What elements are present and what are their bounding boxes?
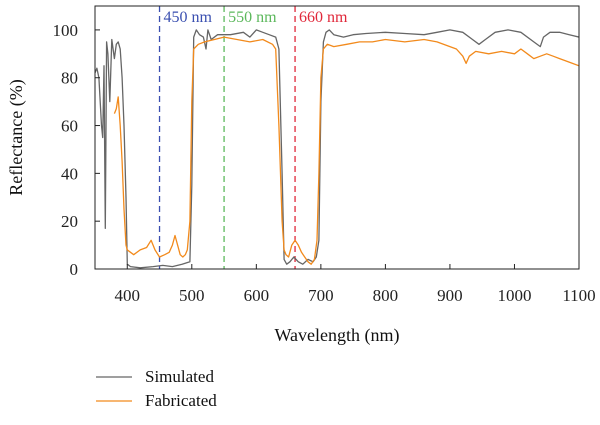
series-line-fabricated [113, 36, 579, 265]
marker-label: 450 nm [164, 9, 213, 26]
x-tick-label: 700 [308, 286, 334, 305]
y-tick-label: 20 [61, 212, 78, 231]
marker-label: 660 nm [299, 9, 348, 26]
wavelength-markers: 450 nm 550 nm 660 nm [158, 6, 348, 269]
y-tick-label: 60 [61, 117, 78, 136]
plot-frame [94, 5, 580, 270]
y-tick-label: 40 [61, 164, 78, 183]
x-tick-label: 800 [373, 286, 399, 305]
x-tick-label: 1100 [562, 286, 595, 305]
legend-label-simulated: Simulated [145, 367, 214, 386]
marker-label: 550 nm [228, 9, 277, 26]
y-axis-label: Reflectance (%) [6, 79, 27, 195]
legend: Simulated Fabricated [96, 367, 217, 410]
x-tick-label: 1000 [497, 286, 531, 305]
series-lines [95, 29, 579, 269]
x-tick-label: 400 [115, 286, 141, 305]
x-axis-label: Wavelength (nm) [274, 325, 399, 346]
y-tick-label: 100 [53, 21, 79, 40]
series-line-simulated [95, 29, 579, 269]
x-tick-label: 900 [437, 286, 463, 305]
x-tick-label: 500 [179, 286, 205, 305]
y-tick-label: 80 [61, 69, 78, 88]
y-tick-label: 0 [70, 260, 79, 279]
axis-ticks: 400 500 600 700 800 900 1000 1100 0 20 40 60 80 100 [53, 21, 596, 305]
x-tick-label: 600 [244, 286, 270, 305]
legend-label-fabricated: Fabricated [145, 391, 217, 410]
